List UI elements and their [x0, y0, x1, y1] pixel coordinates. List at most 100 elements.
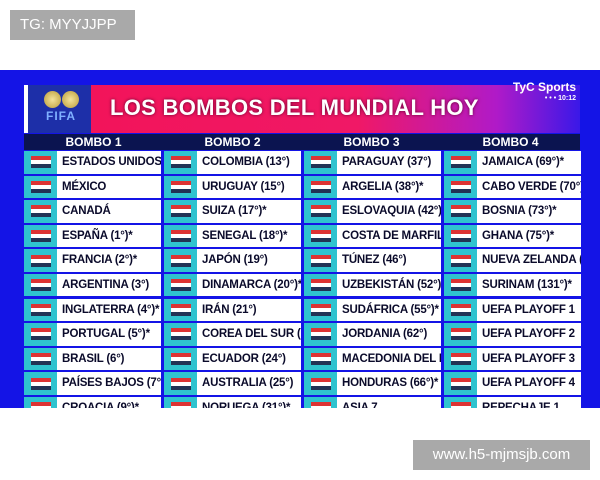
team-name: PAÍSES BAJOS (7°)*: [57, 372, 161, 395]
team-name: NUEVA ZELANDA (83°): [477, 249, 581, 272]
flag-cell: [444, 273, 477, 297]
flag-cell: [444, 372, 477, 395]
flag-cell: [164, 151, 197, 174]
flag-icon: [310, 180, 331, 193]
team-row: SURINAM (131°)*: [444, 273, 581, 297]
team-row: REPECHAJE 1: [444, 396, 581, 408]
flag-cell: [164, 224, 197, 248]
pot-column: JAMAICA (69°)* CABO VERDE (70°)* BOSNIA (7…: [444, 151, 581, 408]
flag-icon: [170, 205, 191, 218]
flag-icon: [170, 180, 191, 193]
team-row: CANADÁ: [24, 200, 161, 223]
flag-icon: [170, 402, 191, 408]
team-row: UEFA PLAYOFF 3: [444, 347, 581, 371]
flag-icon: [30, 402, 51, 408]
team-name: AUSTRALIA (25°): [197, 372, 301, 395]
flag-icon: [450, 279, 471, 292]
flag-cell: [304, 224, 337, 248]
team-row: HONDURAS (66°)*: [304, 372, 441, 395]
team-row: ESPAÑA (1°)*: [24, 224, 161, 248]
team-row: PAÍSES BAJOS (7°)*: [24, 372, 161, 395]
team-name: JAPÓN (19°): [197, 249, 301, 272]
flag-icon: [310, 353, 331, 365]
flag-cell: [304, 200, 337, 223]
pot-header: BOMBO 3: [343, 135, 400, 149]
flag-icon: [310, 205, 331, 218]
team-name: REPECHAJE 1: [477, 396, 581, 408]
flag-cell: [24, 224, 57, 248]
flag-icon: [450, 156, 471, 169]
team-name: ASIA 7: [337, 396, 441, 408]
team-name: MACEDONIA DEL NORTE (63°)*: [337, 347, 441, 371]
team-name: TÚNEZ (46°): [337, 249, 441, 272]
team-name: IRÁN (21°): [197, 298, 301, 322]
team-row: ESTADOS UNIDOS: [24, 151, 161, 174]
flag-cell: [304, 151, 337, 174]
team-name: FRANCIA (2°)*: [57, 249, 161, 272]
flag-icon: [30, 180, 51, 193]
flag-icon: [30, 205, 51, 218]
team-row: JORDANIA (62°): [304, 323, 441, 346]
flag-cell: [24, 396, 57, 408]
fifa-text: FIFA: [46, 109, 76, 123]
team-row: BRASIL (6°): [24, 347, 161, 371]
team-row: DINAMARCA (20°)*: [164, 273, 301, 297]
team-name: UEFA PLAYOFF 2: [477, 323, 581, 346]
team-row: CABO VERDE (70°)*: [444, 175, 581, 199]
pot-header: BOMBO 2: [204, 135, 261, 149]
team-name: SUIZA (17°)*: [197, 200, 301, 223]
team-row: BOSNIA (73°)*: [444, 200, 581, 223]
team-row: PORTUGAL (5°)*: [24, 323, 161, 346]
flag-cell: [164, 200, 197, 223]
team-name: URUGUAY (15°): [197, 175, 301, 199]
team-row: ARGELIA (38°)*: [304, 175, 441, 199]
team-row: UEFA PLAYOFF 4: [444, 372, 581, 395]
column-headers: BOMBO 1 BOMBO 2 BOMBO 3 BOMBO 4: [24, 134, 580, 150]
flag-cell: [164, 372, 197, 395]
flag-icon: [310, 230, 331, 243]
team-row: AUSTRALIA (25°): [164, 372, 301, 395]
flag-icon: [450, 254, 471, 267]
flag-cell: [304, 273, 337, 297]
flag-icon: [30, 230, 51, 243]
flag-cell: [164, 249, 197, 272]
team-name: NORUEGA (31°)*: [197, 396, 301, 408]
team-name: BOSNIA (73°)*: [477, 200, 581, 223]
pots-graphic: FIFA LOS BOMBOS DEL MUNDIAL HOY TyC Spor…: [0, 70, 600, 408]
flag-cell: [444, 298, 477, 322]
team-row: SENEGAL (18°)*: [164, 224, 301, 248]
team-name: DINAMARCA (20°)*: [197, 273, 301, 297]
team-row: NORUEGA (31°)*: [164, 396, 301, 408]
flag-icon: [310, 254, 331, 267]
flag-cell: [24, 372, 57, 395]
flag-cell: [164, 175, 197, 199]
flag-icon: [30, 328, 51, 341]
team-row: PARAGUAY (37°): [304, 151, 441, 174]
team-row: URUGUAY (15°): [164, 175, 301, 199]
flag-icon: [170, 254, 191, 267]
flag-icon: [30, 254, 51, 267]
title-band: FIFA LOS BOMBOS DEL MUNDIAL HOY TyC Spor…: [24, 80, 580, 133]
flag-cell: [24, 298, 57, 322]
pots-grid: ESTADOS UNIDOS MÉXICO CANADÁ ESPAÑA (1°)* FR…: [24, 151, 581, 408]
team-name: COREA DEL SUR (23°): [197, 323, 301, 346]
team-name: PARAGUAY (37°): [337, 151, 441, 174]
team-row: COLOMBIA (13°): [164, 151, 301, 174]
team-row: SUDÁFRICA (55°)*: [304, 298, 441, 322]
flag-cell: [444, 347, 477, 371]
broadcaster-logo: TyC Sports • • • 10:12: [513, 80, 576, 102]
flag-cell: [164, 323, 197, 346]
flag-cell: [444, 224, 477, 248]
flag-cell: [24, 273, 57, 297]
fifa-logo: FIFA: [38, 91, 84, 129]
team-name: CABO VERDE (70°)*: [477, 175, 581, 199]
clock: • • • 10:12: [544, 95, 576, 102]
team-row: TÚNEZ (46°): [304, 249, 441, 272]
flag-cell: [164, 273, 197, 297]
team-row: SUIZA (17°)*: [164, 200, 301, 223]
team-row: FRANCIA (2°)*: [24, 249, 161, 272]
pot-header: BOMBO 1: [65, 135, 122, 149]
flag-icon: [170, 279, 191, 292]
flag-icon: [30, 279, 51, 292]
globe-icon: [61, 91, 79, 108]
